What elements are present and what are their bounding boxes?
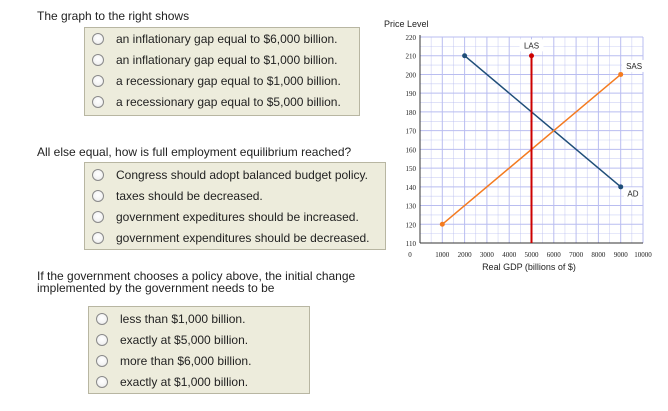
option-label: more than $6,000 billion. [120,354,252,368]
y-tick-label: 180 [406,109,417,117]
radio-button[interactable] [92,169,104,181]
option-label: less than $1,000 billion. [120,312,246,326]
y-tick-label: 120 [406,221,417,229]
y-tick-label: 130 [406,203,417,211]
radio-button[interactable] [96,313,108,325]
ad-start-point [462,53,468,59]
radio-button[interactable] [96,334,108,346]
las-label-bg [519,39,544,52]
sas-end-point [618,71,624,77]
radio-button[interactable] [92,232,104,244]
q1-option-2[interactable]: an inflationary gap equal to $1,000 bill… [92,53,338,67]
y-tick-label: 160 [406,146,417,154]
radio-button[interactable] [92,190,104,202]
question3-choices [88,306,310,394]
y-tick-label: 210 [406,53,417,61]
question2-prompt: All else equal, how is full employment e… [37,145,352,159]
series-line-ad [464,55,622,188]
radio-button[interactable] [92,54,104,66]
question1-prompt: The graph to the right shows [37,9,190,23]
q2-option-3[interactable]: government expeditures should be increas… [92,210,359,224]
radio-button[interactable] [96,355,108,367]
ad-label: AD [627,189,638,198]
y-tick-label: 190 [406,90,417,98]
option-label: a recessionary gap equal to $5,000 billi… [116,95,341,109]
question3-prompt-line1: If the government chooses a policy above… [37,269,356,283]
x-tick-label: 0 [408,251,412,259]
q3-option-1[interactable]: less than $1,000 billion. [96,312,245,326]
ad-label-bg [623,187,642,200]
radio-button[interactable] [92,211,104,223]
question2-choices [84,162,386,250]
q3-option-3[interactable]: more than $6,000 billion. [96,354,251,368]
x-tick-label: 2000 [458,251,473,259]
x-tick-label: 3000 [480,251,495,259]
q3-option-2[interactable]: exactly at $5,000 billion. [96,333,248,347]
y-tick-label: 110 [406,240,417,248]
y-axis-label: Price Level [384,19,429,29]
ad-end-point [618,184,624,190]
y-tick-label: 200 [406,71,417,79]
q2-option-2[interactable]: taxes should be decreased. [92,189,263,203]
option-label: government expeditures should be increas… [116,210,359,224]
las-endpoint [529,53,534,59]
x-tick-label: 9000 [614,251,629,259]
y-tick-label: 150 [406,165,417,173]
x-axis-label: Real GDP (billions of $) [482,262,576,272]
question1-choices [84,27,360,116]
radio-button[interactable] [92,96,104,108]
chart-series [439,53,624,243]
option-label: a recessionary gap equal to $1,000 billi… [116,74,341,88]
question3-prompt-line2: implemented by the government needs to b… [37,281,275,295]
option-label: government expenditures should be decrea… [116,231,370,245]
option-label: an inflationary gap equal to $1,000 bill… [116,53,338,67]
radio-button[interactable] [92,33,104,45]
x-tick-label: 8000 [591,251,606,259]
sas-start-point [439,221,445,227]
q3-option-4[interactable]: exactly at $1,000 billion. [96,375,248,389]
sas-label-bg [622,59,647,72]
radio-button[interactable] [92,75,104,87]
option-label: an inflationary gap equal to $6,000 bill… [116,32,338,46]
x-tick-label: 4000 [502,251,517,259]
radio-button[interactable] [96,376,108,388]
q1-option-3[interactable]: a recessionary gap equal to $1,000 billi… [92,74,341,88]
option-label: exactly at $5,000 billion. [120,333,249,347]
y-tick-label: 170 [406,128,417,136]
x-tick-label: 6000 [547,251,562,259]
option-label: Congress should adopt balanced budget po… [116,168,368,182]
q1-option-1[interactable]: an inflationary gap equal to $6,000 bill… [92,32,338,46]
q1-option-4[interactable]: a recessionary gap equal to $5,000 billi… [92,95,341,109]
x-tick-label: 5000 [525,251,540,259]
option-label: taxes should be decreased. [116,189,263,203]
chart-labels: 110 120 130 140 150 160 170 180 190 200 210 220 0 100… [406,34,653,259]
y-tick-label: 140 [406,184,417,192]
y-tick-label: 220 [406,34,417,42]
x-tick-label: 10000 [634,251,652,259]
x-tick-label: 7000 [569,251,584,259]
sas-label: SAS [626,62,642,71]
q2-option-1[interactable]: Congress should adopt balanced budget po… [92,168,368,182]
q2-option-4[interactable]: government expenditures should be decrea… [92,231,370,245]
option-label: exactly at $1,000 billion. [120,375,249,389]
las-label: LAS [524,41,539,50]
x-tick-label: 1000 [435,251,450,259]
